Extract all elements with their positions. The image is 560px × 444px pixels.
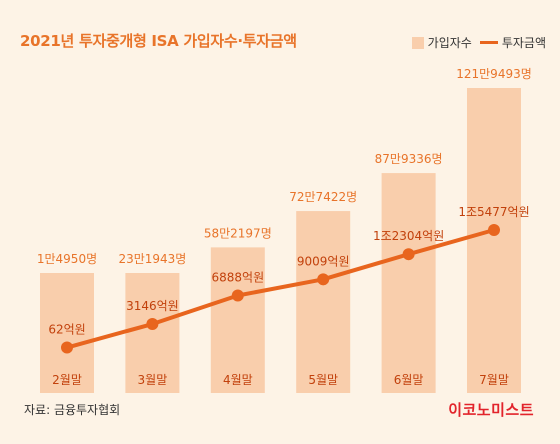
investment-line bbox=[66, 228, 495, 350]
category-tick-label: 3월말 bbox=[138, 373, 168, 387]
chart-legend: 가입자수 투자금액 bbox=[411, 34, 546, 51]
category-tick-label: 2월말 bbox=[52, 373, 82, 387]
bar bbox=[467, 88, 521, 393]
category-tick-label: 6월말 bbox=[394, 373, 424, 387]
line-point bbox=[146, 318, 159, 331]
category-tick-label: 7월말 bbox=[479, 373, 509, 387]
legend-item-subscribers: 가입자수 bbox=[411, 34, 472, 51]
line-data-label: 1조2304억원 bbox=[373, 229, 444, 243]
legend-item-investment: 투자금액 bbox=[479, 34, 546, 51]
line-point bbox=[231, 289, 244, 302]
bar bbox=[296, 211, 351, 393]
legend-bar-swatch bbox=[411, 36, 424, 49]
bar-data-label: 87만9336명 bbox=[375, 152, 443, 166]
bar-data-label: 121만9493명 bbox=[456, 67, 532, 81]
bar-data-label: 1만4950명 bbox=[37, 252, 97, 266]
category-tick-label: 5월말 bbox=[308, 373, 338, 387]
line-data-label: 6888억원 bbox=[211, 270, 264, 284]
line-data-labels: 62억원 3146억원 6888억원 9009억원 1조2304억원 1조5477억원 bbox=[48, 205, 529, 337]
line-series bbox=[61, 224, 500, 354]
chart-title: 2021년 투자중개형 ISA 가입자수·투자금액 bbox=[20, 32, 297, 50]
legend-line-swatch bbox=[479, 41, 498, 44]
line-data-label: 9009억원 bbox=[297, 254, 350, 268]
brand-logo: 이코노미스트 bbox=[448, 401, 534, 419]
line-point bbox=[317, 273, 330, 286]
line-point bbox=[61, 341, 73, 354]
source-note: 자료: 금융투자협회 bbox=[24, 403, 121, 417]
bar bbox=[40, 273, 94, 393]
line-data-label: 3146억원 bbox=[126, 299, 179, 313]
line-point bbox=[488, 224, 500, 236]
legend-label-subscribers: 가입자수 bbox=[427, 36, 472, 50]
bar-series bbox=[40, 88, 521, 393]
legend-label-investment: 투자금액 bbox=[501, 36, 546, 50]
category-tick-label: 4월말 bbox=[223, 373, 253, 387]
bar-data-labels: 1만4950명 23만1943명 58만2197명 72만7422명 87만9336명 1… bbox=[37, 67, 532, 266]
bar bbox=[381, 173, 436, 393]
line-data-label: 62억원 bbox=[48, 323, 85, 337]
bar bbox=[125, 273, 180, 393]
category-labels: 2월말 3월말 4월말 5월말 6월말 7월말 bbox=[52, 373, 509, 387]
bar-data-label: 58만2197명 bbox=[204, 226, 272, 240]
bar bbox=[210, 247, 265, 393]
bar-data-label: 23만1943명 bbox=[118, 252, 186, 266]
line-point bbox=[402, 248, 415, 261]
bar-data-label: 72만7422명 bbox=[289, 190, 357, 204]
line-data-label: 1조5477억원 bbox=[458, 205, 529, 219]
